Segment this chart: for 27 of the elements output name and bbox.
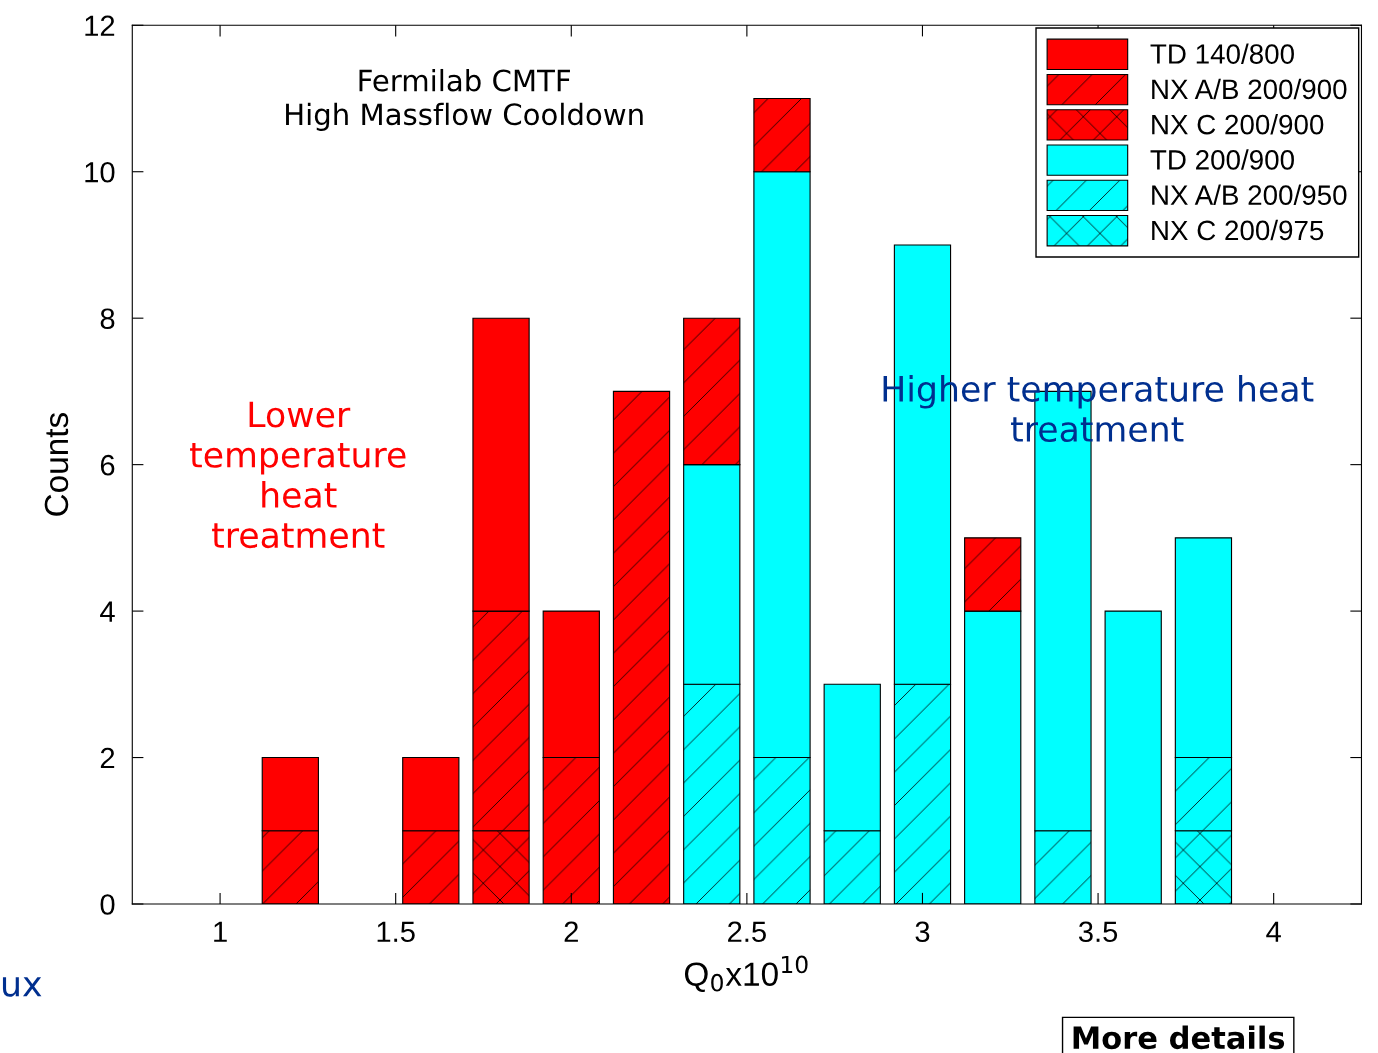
legend-label: TD 140/800 [1150,43,1294,64]
x-tick-label: 1.5 [377,921,415,943]
bar [1174,537,1233,759]
x-tick-label: 3 [915,921,930,943]
x-tick-label: 4 [1266,921,1281,942]
x-tick-label: 3.5 [1078,921,1118,943]
y-tick-label: 2 [100,747,115,769]
legend-label: NX C 200/900 [1152,114,1324,135]
text: More details [1073,1025,1285,1050]
x-tick-label: 2.5 [728,921,766,943]
legend-label: NX A/B 200/900 [1152,78,1347,100]
y-tick-label: 6 [100,454,115,476]
y-tick-label: 10 [85,161,115,183]
legend-label: NX A/B 200/950 [1152,184,1347,205]
text: ux [2,976,42,997]
legend-label: NX C 200/975 [1152,219,1324,241]
x-tick-label: 1 [214,921,227,942]
y-tick-label: 8 [100,308,115,330]
y-tick-label: 0 [100,894,115,915]
y-axis-title: Counts [44,413,69,516]
x-axis-title: Q$_{0}$x10$^{10}$ [684,955,808,992]
x-tick-label: 2 [564,921,578,942]
legend-label: TD 200/900 [1150,149,1294,170]
y-tick-label: 12 [85,15,115,36]
annotation: Fermilab CMTF High Massflow Cooldown [286,68,643,131]
y-tick-label: 4 [100,601,115,622]
annotation: Lower temperature heat treatment [190,401,406,549]
